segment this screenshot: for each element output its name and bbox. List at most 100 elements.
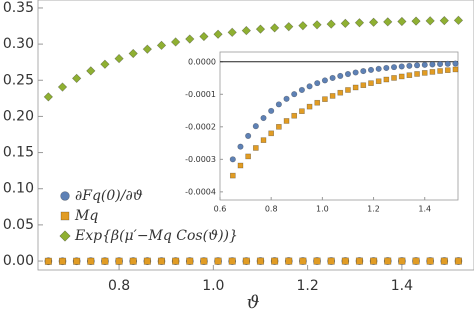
point: [185, 34, 195, 44]
point: [326, 19, 336, 29]
point: [355, 257, 364, 265]
x-tick-label: 1.2: [367, 205, 380, 214]
point: [268, 107, 275, 114]
y-tick-label: 0.25: [3, 72, 34, 88]
point: [406, 62, 413, 69]
point: [156, 40, 167, 50]
point: [245, 153, 251, 160]
point: [143, 257, 151, 265]
point: [229, 172, 236, 179]
point: [57, 82, 68, 92]
point: [354, 18, 365, 28]
y-tick-label: 0.35: [3, 0, 34, 16]
point: [337, 72, 344, 79]
point: [444, 60, 451, 67]
point: [426, 257, 434, 265]
point: [252, 123, 259, 130]
point: [360, 82, 367, 89]
y-tick-label: -0.0001: [185, 90, 216, 99]
point: [242, 257, 250, 265]
point: [299, 257, 307, 265]
point: [367, 66, 375, 73]
point: [329, 74, 336, 82]
point: [384, 257, 392, 265]
x-tick-label: 0.6: [214, 205, 227, 214]
point: [256, 257, 265, 265]
point: [241, 25, 251, 36]
point: [368, 17, 379, 27]
legend-marker: [60, 211, 70, 221]
point: [129, 257, 137, 265]
point: [344, 71, 352, 78]
x-tick-label: 1.0: [316, 205, 329, 214]
point: [172, 257, 180, 265]
point: [72, 73, 82, 84]
point: [444, 67, 451, 73]
point: [321, 77, 328, 84]
y-tick-label: 0.15: [3, 145, 34, 161]
x-axis-label: ϑ: [247, 292, 260, 313]
point: [452, 60, 459, 67]
point: [260, 137, 267, 143]
point: [298, 21, 308, 31]
legend-label: Mq: [74, 208, 98, 224]
point: [186, 257, 194, 265]
point: [245, 132, 252, 139]
point: [291, 91, 298, 98]
point: [255, 24, 266, 34]
point: [421, 61, 428, 68]
legend-marker: [59, 230, 71, 242]
point: [397, 16, 407, 27]
point: [453, 15, 464, 25]
point: [128, 48, 138, 59]
point: [429, 69, 436, 75]
x-tick-label: 0.8: [108, 278, 130, 294]
legend-label: ∂Fq(0)/∂ϑ: [75, 188, 143, 204]
point: [170, 37, 181, 47]
point: [253, 145, 259, 151]
point: [440, 257, 448, 265]
point: [229, 156, 236, 163]
point: [271, 257, 279, 265]
point: [352, 69, 359, 76]
x-tick-label: 1.4: [391, 278, 413, 294]
point: [100, 59, 110, 69]
y-tick-label: 0.00: [3, 253, 34, 269]
point: [44, 257, 52, 265]
point: [412, 257, 420, 265]
point: [275, 101, 282, 108]
point: [227, 27, 237, 37]
point: [237, 162, 244, 169]
y-tick-label: 0.10: [3, 181, 34, 197]
point: [429, 61, 436, 68]
x-tick-label: 1.2: [296, 278, 318, 294]
point: [199, 31, 209, 42]
point: [73, 257, 81, 265]
x-tick-label: 1.4: [418, 205, 431, 214]
point: [276, 124, 282, 130]
point: [285, 257, 293, 265]
point: [200, 257, 208, 265]
point: [406, 72, 413, 78]
x-tick-label: 1.0: [202, 278, 224, 294]
y-tick-label: -0.0002: [185, 122, 216, 131]
point: [437, 61, 444, 68]
point: [114, 53, 124, 64]
y-tick-label: -0.0004: [185, 187, 216, 196]
point: [360, 68, 367, 75]
point: [383, 76, 390, 83]
point: [268, 130, 274, 137]
point: [283, 118, 290, 124]
point: [314, 80, 321, 87]
point: [269, 23, 280, 33]
point: [383, 64, 390, 71]
point: [157, 257, 166, 265]
point: [58, 257, 67, 265]
point: [414, 62, 421, 69]
point: [312, 20, 322, 30]
plot-frame: [37, 0, 474, 271]
legend-label: Exp{β(μ′−Mq Cos(ϑ))}: [74, 228, 238, 244]
y-tick-label: 0.30: [3, 36, 34, 52]
point: [142, 44, 153, 54]
point: [43, 92, 54, 102]
